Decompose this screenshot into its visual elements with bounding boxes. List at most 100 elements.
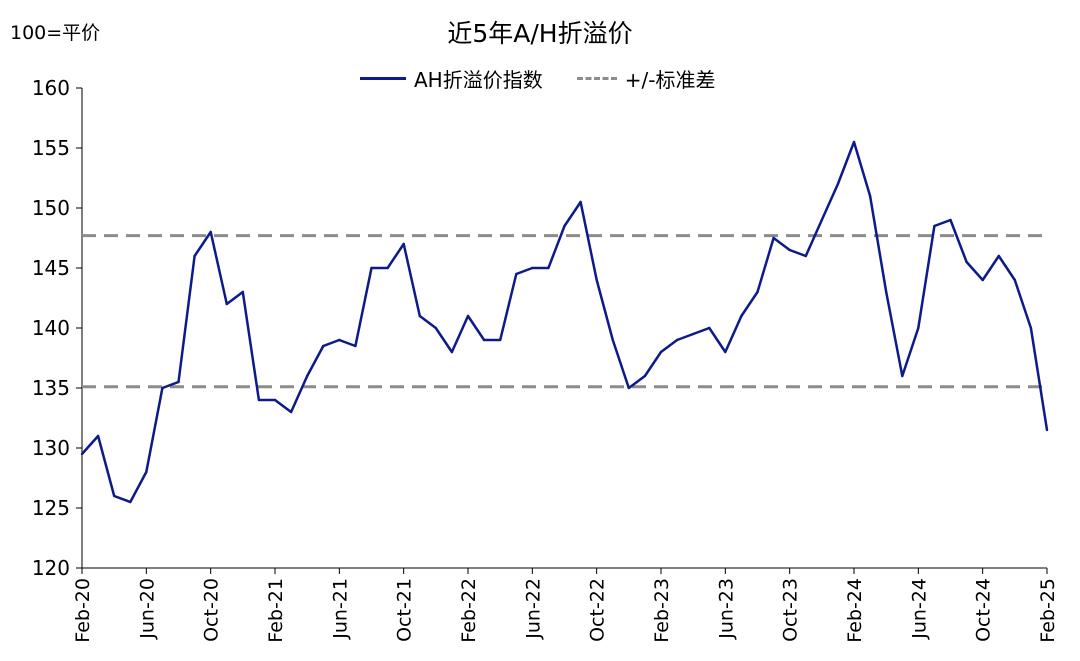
legend-swatch-std (576, 77, 617, 80)
x-tick-label: Jun-22 (522, 578, 544, 640)
data-point (884, 290, 888, 294)
data-point (643, 374, 647, 378)
y-tick-label: 155 (32, 136, 70, 160)
data-point (193, 254, 196, 258)
series-group (80, 140, 1049, 504)
data-point (96, 434, 100, 438)
data-point (450, 350, 454, 354)
x-tick-label: Jun-20 (136, 578, 158, 640)
x-tick-label: Oct-24 (973, 578, 995, 642)
y-tick-label: 135 (32, 376, 70, 400)
data-point (563, 224, 566, 228)
x-tick-label: Jun-24 (908, 578, 930, 640)
data-point (354, 344, 357, 348)
y-tick-label: 125 (32, 496, 70, 520)
legend-item-std: +/-标准差 (576, 64, 716, 93)
data-point (338, 338, 341, 342)
x-tick-label: Oct-23 (780, 578, 802, 642)
y-tick-label: 120 (32, 556, 70, 580)
data-point (161, 386, 164, 390)
data-point (772, 236, 775, 240)
data-point (820, 218, 824, 222)
series-line-ah-index (81, 140, 1049, 504)
data-point (225, 302, 228, 306)
data-point (145, 470, 148, 474)
data-point (611, 338, 614, 342)
data-point (788, 248, 791, 252)
data-point (547, 266, 550, 270)
x-tick-label: Jun-23 (715, 578, 737, 640)
data-point (241, 290, 245, 294)
x-tick-label: Feb-22 (458, 578, 480, 643)
data-point (691, 332, 695, 336)
y-tick-label: 130 (32, 436, 70, 460)
data-point (466, 314, 470, 318)
x-tick-label: Feb-25 (1037, 578, 1059, 643)
data-point (804, 254, 807, 258)
x-tick-label: Feb-24 (844, 578, 866, 643)
data-point (418, 314, 421, 318)
data-point (579, 200, 582, 204)
data-point (675, 338, 679, 342)
y-tick-label: 160 (32, 76, 70, 100)
data-point (322, 344, 325, 348)
data-point (997, 254, 1000, 258)
unit-label: 100=平价 (10, 22, 101, 44)
legend-label-index: AH折溢价指数 (414, 68, 543, 92)
data-point (868, 194, 872, 198)
data-point (531, 266, 534, 270)
y-tick-label: 145 (32, 256, 70, 280)
data-point (305, 374, 309, 378)
data-point (852, 140, 856, 144)
data-point (370, 266, 373, 270)
data-point (402, 242, 405, 246)
data-point (1045, 428, 1049, 432)
x-tick-label: Oct-22 (587, 578, 609, 642)
axes: 120 125 130 135 140 145 150 155 160 Feb-20 Jun-20 O… (32, 76, 1059, 643)
data-point (515, 272, 518, 276)
x-tick-label: Jun-21 (329, 578, 351, 640)
data-point (482, 338, 486, 342)
x-tick-label: Oct-20 (201, 578, 223, 642)
data-point (708, 326, 711, 330)
data-point (627, 386, 631, 390)
data-point (740, 314, 743, 318)
x-tick-label: Feb-23 (651, 578, 673, 643)
data-point (756, 290, 759, 294)
data-point (1013, 278, 1017, 282)
y-tick-label: 150 (32, 196, 70, 220)
data-point (917, 326, 920, 330)
chart-title: 近5年A/H折溢价 (447, 19, 633, 48)
data-point (112, 494, 116, 498)
y-tick-label: 140 (32, 316, 70, 340)
data-point (595, 278, 598, 282)
data-point (724, 350, 727, 354)
data-point (434, 326, 438, 330)
data-point (257, 398, 261, 402)
x-tick-label: Feb-20 (72, 578, 94, 643)
data-point (965, 260, 968, 264)
data-point (80, 452, 84, 456)
data-point (1029, 326, 1033, 330)
data-point (498, 338, 502, 342)
legend-label-std: +/-标准差 (624, 68, 716, 92)
x-tick-label: Feb-21 (265, 578, 287, 643)
data-point (949, 218, 952, 222)
std-band-lines (82, 234, 1047, 389)
data-point (933, 224, 936, 228)
data-point (129, 500, 132, 504)
legend-swatch-index (360, 77, 406, 80)
data-point (659, 350, 663, 354)
x-tick-label: Oct-21 (394, 578, 416, 642)
data-point (289, 410, 293, 414)
data-point (209, 230, 212, 234)
legend-item-index: AH折溢价指数 (360, 64, 543, 93)
data-point (836, 182, 840, 186)
data-point (981, 278, 984, 282)
data-point (901, 374, 904, 378)
data-point (386, 266, 389, 270)
data-point (177, 380, 180, 384)
legend: AH折溢价指数 +/-标准差 (360, 64, 749, 93)
data-point (273, 398, 277, 402)
